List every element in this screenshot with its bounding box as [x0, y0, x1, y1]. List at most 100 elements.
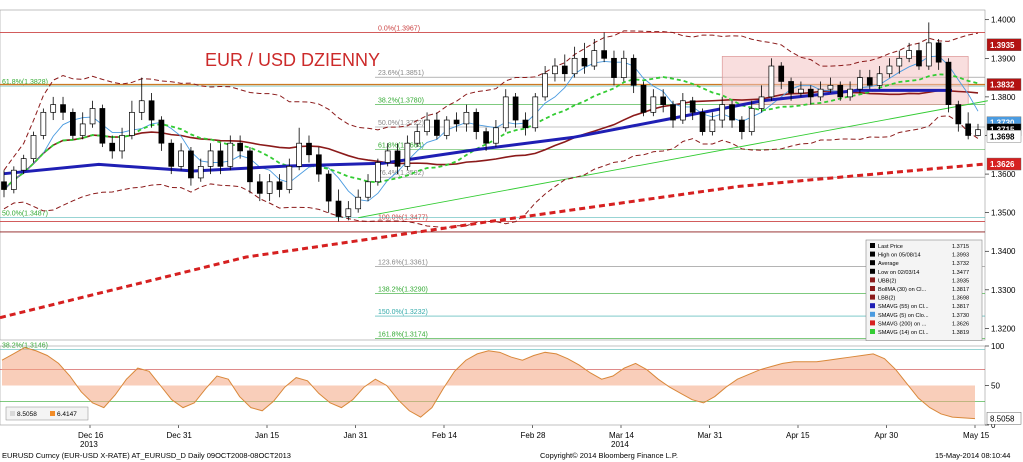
fib-label: 161.8%(1.3174) — [378, 331, 428, 338]
candle-body — [394, 150, 401, 167]
candle — [552, 58, 558, 82]
candle-body — [20, 158, 27, 171]
candle — [345, 201, 352, 221]
footer-center: Copyright© 2014 Bloomberg Finance L.P. — [540, 451, 678, 460]
legend-swatch — [870, 286, 875, 291]
candle — [237, 135, 243, 159]
candle — [384, 143, 391, 167]
candle — [365, 174, 371, 202]
candle-body — [414, 131, 421, 144]
candle — [679, 93, 686, 124]
candle — [886, 58, 893, 78]
candle — [266, 174, 273, 202]
legend: Last Price 1.3715 High on 05/08/14 1.3993 Av… — [865, 239, 983, 341]
candle-body — [758, 96, 765, 109]
candle-body — [611, 57, 617, 78]
year-label: 2013 — [80, 440, 98, 449]
candle-body — [355, 196, 362, 210]
candle — [729, 100, 735, 128]
candle — [778, 62, 785, 90]
candle — [168, 139, 175, 175]
candle-body — [40, 111, 47, 136]
candle-body — [266, 181, 273, 194]
x-tick-label: Mar 14 — [609, 431, 634, 440]
candle-body — [512, 96, 519, 121]
x-tick-label: Feb 28 — [521, 431, 546, 440]
candle-body — [650, 96, 657, 113]
legend-swatch — [870, 277, 875, 283]
candle — [148, 93, 155, 128]
legend-label: Average — [878, 261, 899, 267]
legend-value: 1.3935 — [952, 278, 969, 284]
candle-body — [1, 181, 7, 190]
trend-line — [358, 100, 988, 219]
osc-tick-label: 50 — [991, 382, 1000, 391]
candle — [975, 123, 981, 137]
candle-body — [256, 181, 263, 194]
price-tag: 1.3626 — [986, 157, 1022, 171]
candle-body — [886, 65, 893, 75]
fib-label: 76.4%(1.3592) — [378, 170, 424, 177]
candle-body — [581, 57, 588, 67]
candle — [758, 85, 765, 113]
candle-body — [502, 96, 509, 129]
legend-value: 1.3732 — [952, 261, 969, 267]
candle — [945, 58, 952, 113]
price-tag-label: 1.3730 — [990, 119, 1015, 128]
candle-body — [89, 108, 96, 125]
candle — [788, 77, 794, 101]
candle — [906, 42, 912, 63]
x-tick-label: Jan 15 — [255, 431, 280, 440]
candle — [483, 127, 489, 151]
x-tick-label: Feb 14 — [432, 431, 457, 440]
price-tag: 1.3935 — [986, 38, 1022, 51]
candle-body — [99, 108, 106, 144]
candle — [620, 50, 627, 82]
candle — [561, 54, 568, 82]
oscillator-legend: 8.5058 6.4147 — [5, 406, 89, 421]
legend-value: 1.3715 — [952, 244, 969, 250]
candle-body — [965, 123, 972, 136]
fib-label: 138.2%(1.3290) — [378, 287, 428, 294]
price-tag: 1.3832 — [986, 78, 1022, 91]
candle — [50, 96, 57, 121]
candle-body — [30, 135, 37, 159]
candle-body — [896, 57, 903, 67]
y-tick-label: 1.3400 — [991, 247, 1016, 256]
year-label: 2014 — [611, 440, 629, 449]
candle-body — [463, 111, 470, 125]
candle-body — [168, 142, 175, 167]
candle — [748, 100, 755, 136]
legend-swatch — [870, 320, 875, 326]
candle-body — [237, 142, 243, 152]
sma14-line — [3, 73, 979, 191]
candle — [188, 147, 194, 186]
legend-value: 1.3698 — [952, 296, 969, 302]
candle — [955, 100, 962, 132]
x-tick-label: May 15 — [963, 431, 990, 440]
candle — [286, 158, 293, 194]
candle — [70, 108, 76, 140]
candle-body — [315, 154, 322, 175]
candle — [109, 135, 116, 159]
candle — [768, 58, 775, 101]
candle-body — [798, 88, 804, 94]
candle — [207, 143, 214, 175]
candle-body — [916, 50, 922, 67]
candle — [60, 96, 66, 121]
candle-body — [109, 142, 116, 152]
candle-body — [384, 150, 391, 163]
fib-label: 23.6%(1.3851) — [378, 70, 424, 77]
candle-body — [325, 173, 332, 202]
candle-body — [975, 129, 981, 136]
fib-label: 150.0%(1.3232) — [378, 309, 428, 316]
candle-body — [552, 65, 558, 75]
candle — [739, 116, 745, 140]
candle-body — [837, 84, 844, 98]
candle-body — [247, 150, 253, 183]
fib-label: 100.0%(1.3477) — [378, 215, 428, 222]
candle — [689, 96, 696, 121]
legend-label: Last Price — [878, 244, 903, 250]
osc-tick-label: 0 — [991, 421, 996, 430]
candle — [217, 143, 224, 175]
